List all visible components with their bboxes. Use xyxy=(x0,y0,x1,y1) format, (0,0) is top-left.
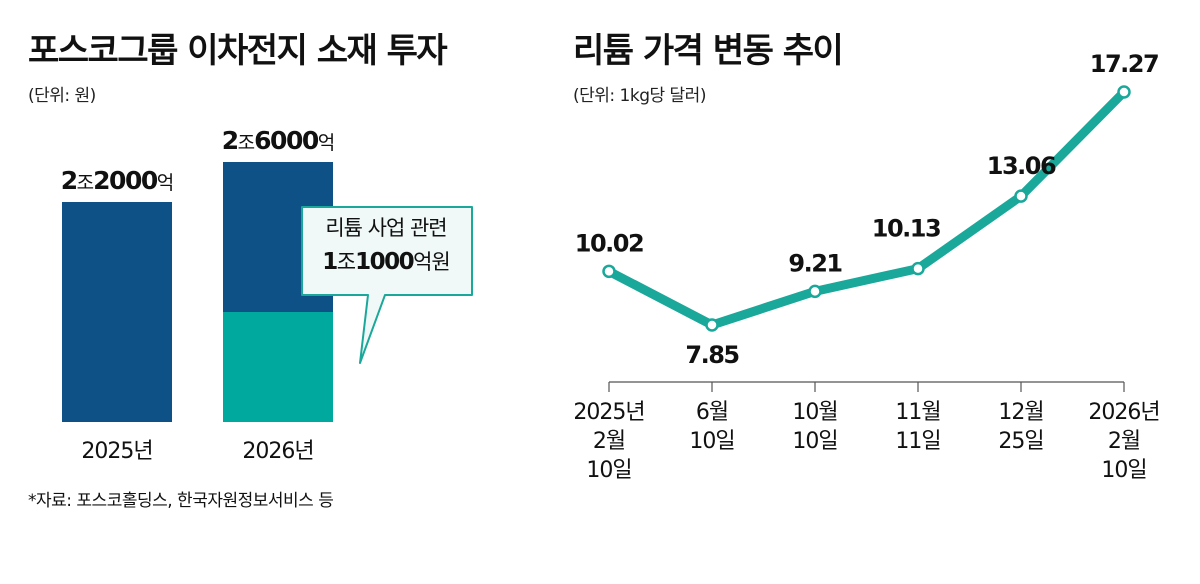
bar-category-2026: 2026년 xyxy=(242,439,314,464)
bar-value-num1: 2 xyxy=(221,126,239,155)
data-point-marker xyxy=(602,264,616,279)
x-tick-label: 10일 xyxy=(1101,458,1146,483)
bar-value-label-2025: 2조2000억 xyxy=(42,166,192,195)
bar-value-mid: 조 xyxy=(237,132,256,154)
data-value-label: 9.21 xyxy=(788,249,842,277)
x-tick-label: 12월 xyxy=(998,400,1043,425)
callout-bubble xyxy=(301,206,473,364)
x-tick-label: 11일 xyxy=(895,429,940,454)
bar-2025-total xyxy=(62,202,172,422)
data-point-marker xyxy=(911,261,925,276)
data-value-label: 7.85 xyxy=(685,341,739,369)
line-chart-unit: (단위: 1kg당 달러) xyxy=(573,86,706,106)
data-point-marker xyxy=(808,284,822,299)
x-tick-label: 25일 xyxy=(998,429,1043,454)
x-tick-label: 2026년 xyxy=(1088,400,1159,425)
x-tick-label: 10일 xyxy=(792,429,837,454)
x-tick-label: 6월 xyxy=(696,400,728,425)
bar-value-num2: 6000 xyxy=(254,126,319,155)
callout-mid: 조 xyxy=(336,249,356,274)
x-tick-label: 10일 xyxy=(689,429,734,454)
callout-text: 리튬 사업 관련 1조1000억원 xyxy=(300,213,472,279)
callout-line1: 리튬 사업 관련 xyxy=(325,216,447,240)
bar-value-suffix: 억 xyxy=(317,132,336,154)
callout-num2: 1000 xyxy=(355,248,415,275)
line-chart-title: 리튬 가격 변동 추이 xyxy=(573,31,844,71)
bar-chart-unit: (단위: 원) xyxy=(28,86,96,106)
x-tick-label: 10월 xyxy=(792,400,837,425)
footnote: *자료: 포스코홀딩스, 한국자원정보서비스 등 xyxy=(28,491,334,511)
callout-suffix: 억원 xyxy=(413,249,451,274)
bar-value-mid: 조 xyxy=(76,172,95,194)
callout-num1: 1 xyxy=(322,248,338,275)
x-tick-label: 11월 xyxy=(895,400,940,425)
data-point-marker xyxy=(705,318,719,332)
x-tick-label: 2025년 xyxy=(573,400,644,425)
bar-value-label-2026: 2조6000억 xyxy=(203,126,353,155)
bar-value-num2: 2000 xyxy=(93,166,158,195)
bar-2026-lithium xyxy=(223,312,333,422)
x-tick-label: 2월 xyxy=(593,429,625,454)
x-tick-label: 2월 xyxy=(1108,429,1140,454)
callout-line2: 1조1000억원 xyxy=(300,245,472,280)
bar-category-2025: 2025년 xyxy=(81,439,153,464)
series-line-lithium-price xyxy=(604,87,1129,330)
x-tick-label: 10일 xyxy=(586,458,631,483)
data-point-marker xyxy=(1117,85,1131,99)
callout-shape xyxy=(301,206,473,364)
data-value-label: 17.27 xyxy=(1090,50,1158,78)
data-point-marker xyxy=(1014,189,1028,203)
data-value-label: 10.13 xyxy=(872,215,940,243)
bar-value-suffix: 억 xyxy=(156,172,175,194)
data-value-label: 13.06 xyxy=(987,152,1056,180)
data-value-label: 10.02 xyxy=(575,229,643,257)
bar-chart-title: 포스코그룹 이차전지 소재 투자 xyxy=(28,31,448,71)
bar-value-num1: 2 xyxy=(60,166,78,195)
